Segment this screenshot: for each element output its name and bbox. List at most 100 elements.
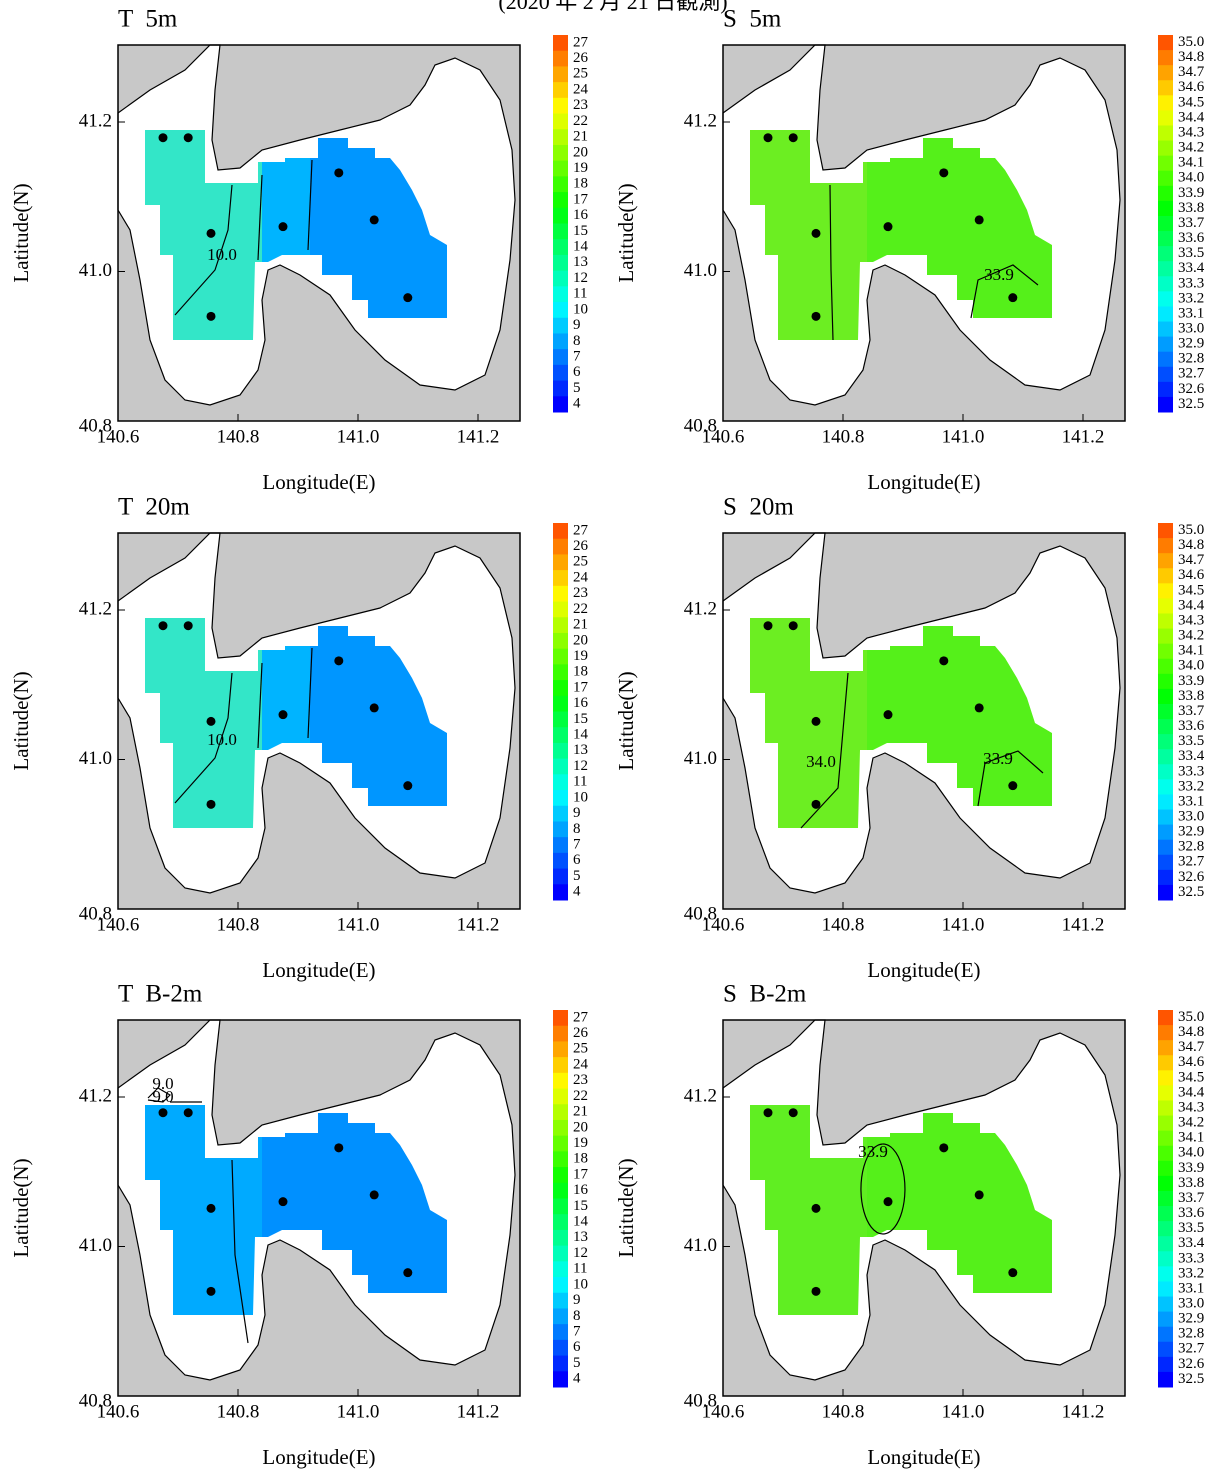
colorbar-bin	[1158, 95, 1173, 111]
colorbar-bin	[1158, 1356, 1173, 1373]
colorbar-label: 22	[573, 601, 588, 617]
colorbar-bin	[1158, 336, 1173, 353]
colorbar-bin	[1158, 1221, 1173, 1237]
colorbar-label: 16	[573, 695, 589, 711]
colorbar-bin	[1158, 351, 1173, 368]
colorbar-bin	[553, 742, 568, 760]
station	[811, 1286, 821, 1296]
colorbar-bin	[553, 270, 568, 287]
panel-title: S 5m	[723, 6, 782, 33]
plot-frame	[722, 532, 1126, 910]
colorbar-bin	[1158, 523, 1173, 539]
colorbar-bin	[1158, 1281, 1173, 1298]
colorbar-bin	[1158, 884, 1173, 901]
colorbar-bin	[553, 380, 568, 397]
x-tick-label: 141.0	[337, 914, 380, 935]
colorbar-label: 4	[573, 884, 581, 900]
colorbar-label: 33.9	[1178, 1160, 1204, 1176]
station	[369, 1190, 379, 1200]
x-axis-label: Longitude(E)	[262, 958, 375, 982]
colorbar-bin	[1158, 1206, 1173, 1222]
colorbar-bin	[553, 364, 568, 382]
colorbar-label: 34.4	[1178, 1084, 1205, 1100]
colorbar-bin	[553, 1198, 568, 1215]
colorbar-label: 17	[573, 679, 589, 695]
colorbar-bin	[553, 129, 568, 146]
colorbar-label: 14	[573, 1214, 589, 1230]
colorbar-label: 27	[573, 1009, 589, 1025]
colorbar-label: 21	[573, 1104, 588, 1120]
colorbar-bin	[1158, 1311, 1173, 1328]
colorbar-bin	[553, 113, 568, 130]
plot-frame	[117, 44, 521, 422]
y-tick-label: 41.2	[79, 1085, 112, 1106]
x-tick-label: 140.8	[822, 914, 865, 935]
station	[183, 1108, 193, 1118]
panel-title: T B-2m	[118, 981, 203, 1008]
colorbar-bin	[1158, 321, 1173, 338]
contour-label: 9.0	[152, 1074, 173, 1093]
colorbar-bin	[1158, 809, 1173, 826]
station	[763, 621, 773, 631]
colorbar-label: 33.8	[1178, 1175, 1204, 1191]
colorbar-bin	[1158, 50, 1173, 66]
colorbar-bin	[1158, 703, 1173, 720]
colorbar-bin	[553, 523, 568, 540]
colorbar-label: 32.8	[1178, 839, 1204, 855]
colorbar-label: 6	[573, 1339, 581, 1355]
contour-line	[970, 264, 1039, 319]
station	[369, 215, 379, 225]
colorbar-label: 26	[573, 538, 589, 554]
y-axis-label: Latitude(N)	[9, 671, 33, 770]
y-axis-label: Latitude(N)	[614, 1158, 638, 1257]
colorbar-bin	[1158, 583, 1173, 599]
colorbar-bin	[553, 1261, 568, 1278]
colorbar-label: 33.3	[1178, 1250, 1204, 1266]
colorbar-bin	[553, 223, 568, 240]
colorbar-bin	[553, 1088, 568, 1105]
station	[811, 228, 821, 238]
colorbar-label: 32.5	[1178, 884, 1204, 900]
station	[883, 710, 893, 720]
y-tick-label: 40.8	[684, 1390, 717, 1411]
colorbar-label: 33.0	[1178, 808, 1204, 824]
colorbar-bin	[1158, 366, 1173, 383]
station	[403, 293, 413, 303]
contour-line	[231, 1159, 249, 1344]
colorbar-bin	[553, 1010, 568, 1027]
colorbar-label: 33.3	[1178, 763, 1204, 779]
x-tick-label: 140.8	[217, 914, 260, 935]
colorbar-label: 4	[573, 1371, 581, 1387]
station	[811, 311, 821, 321]
x-axis-label: Longitude(E)	[867, 1445, 980, 1469]
station	[883, 1197, 893, 1207]
station	[939, 656, 949, 666]
colorbar-bin	[1158, 1236, 1173, 1252]
y-tick-label: 41.2	[684, 1085, 717, 1106]
y-tick-label: 41.0	[79, 1235, 112, 1256]
colorbar-bin	[553, 1167, 568, 1184]
panel-title: S B-2m	[723, 981, 807, 1008]
colorbar-label: 33.6	[1178, 1205, 1205, 1221]
colorbar-bin	[553, 192, 568, 209]
colorbar-label: 34.7	[1178, 1039, 1205, 1055]
y-tick-label: 41.2	[684, 598, 717, 619]
colorbar-label: 32.5	[1178, 396, 1204, 412]
colorbar-label: 19	[573, 648, 588, 664]
colorbar-label: 32.6	[1178, 869, 1205, 885]
colorbar-label: 23	[573, 585, 588, 601]
colorbar-bin	[553, 758, 568, 775]
contour-label: 9.0	[152, 1087, 173, 1106]
colorbar-label: 33.2	[1178, 290, 1204, 306]
colorbar-label: 32.6	[1178, 381, 1205, 397]
colorbar-label: 5	[573, 380, 581, 396]
y-tick-label: 41.2	[79, 598, 112, 619]
colorbar-label: 5	[573, 868, 581, 884]
colorbar-bin	[553, 601, 568, 618]
colorbar-bin	[1158, 749, 1173, 765]
x-tick-label: 140.8	[217, 1401, 260, 1422]
contour-line	[977, 750, 1044, 807]
colorbar-label: 33.1	[1178, 305, 1204, 321]
x-tick-label: 140.6	[702, 1401, 745, 1422]
colorbar-bin	[553, 1104, 568, 1121]
